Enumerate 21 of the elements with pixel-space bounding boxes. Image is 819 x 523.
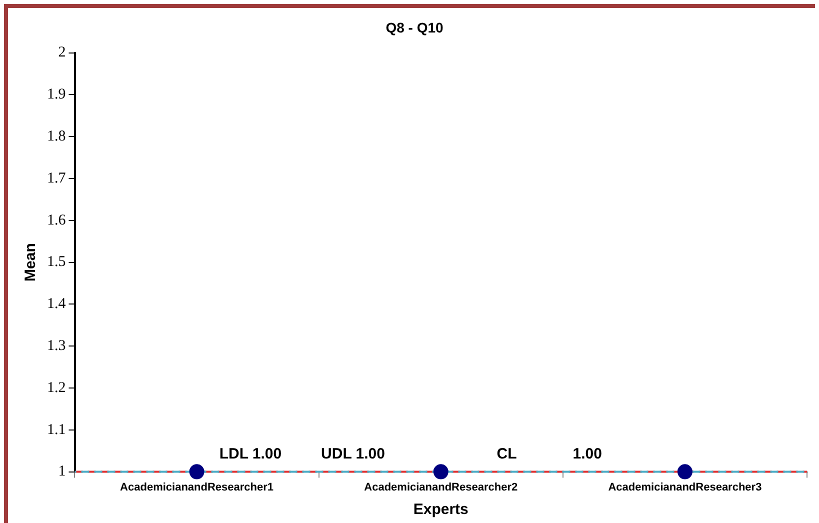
y-tick-label: 1.7 <box>47 170 66 186</box>
annotation: 1.00 <box>572 445 602 462</box>
x-tick-label: AcademicianandResearcher3 <box>608 481 762 494</box>
y-tick-label: 1.6 <box>47 212 66 228</box>
y-tick-label: 1 <box>58 464 66 480</box>
y-tick-label: 1.4 <box>47 296 66 312</box>
x-tick-label: AcademicianandResearcher1 <box>120 481 274 494</box>
y-tick-label: 1.9 <box>47 86 66 103</box>
y-tick-label: 1.5 <box>47 254 66 270</box>
y-axis-title: Mean <box>22 243 40 282</box>
y-tick-label: 1.1 <box>47 422 66 438</box>
annotation: UDL 1.00 <box>321 445 385 462</box>
y-tick-label: 2 <box>58 44 66 61</box>
chart-title: Q8 - Q10 <box>386 19 444 36</box>
y-tick-label: 1.2 <box>47 380 66 396</box>
y-tick-label: 1.8 <box>47 128 66 145</box>
ref-line-label: LDL 1.00 <box>219 445 282 462</box>
x-axis-title: Experts <box>413 501 468 518</box>
ref-line-label: CL <box>496 445 517 462</box>
y-tick-label: 1.3 <box>47 338 66 354</box>
x-tick-label: AcademicianandResearcher2 <box>364 481 518 494</box>
